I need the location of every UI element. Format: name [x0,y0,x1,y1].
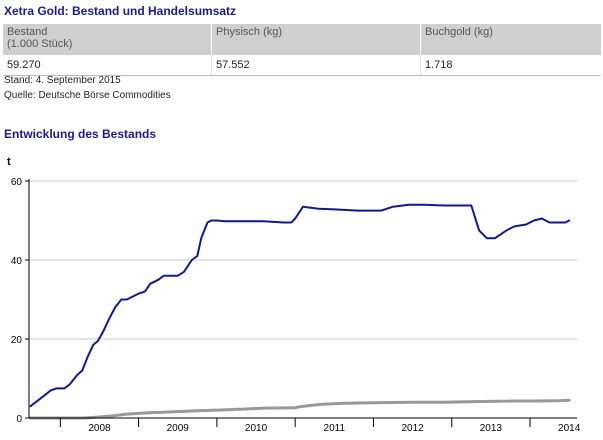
x-tick-label: 2011 [324,423,346,434]
grid-layer [29,180,577,340]
section-title: Entwicklung des Bestands [4,127,157,141]
x-tick-label: 2009 [167,423,190,434]
y-unit-label: t [7,156,11,168]
series-line-1 [29,203,571,408]
y-tick-label: 20 [11,335,23,346]
x-tick-label: 2014 [558,423,581,434]
series-layer [29,203,571,420]
x-tick-label: 2013 [480,423,503,434]
y-tick-label: 0 [16,414,22,425]
table-header-row: Bestand (1.000 Stück) Physisch (kg) Buch… [3,24,601,55]
col-header-bestand-line2: (1.000 Stück) [7,38,73,50]
series-line-2 [29,398,571,420]
col-header-physisch: Physisch (kg) [211,24,421,55]
source-note: Quelle: Deutsche Börse Commodities [4,90,171,101]
stock-table: Bestand (1.000 Stück) Physisch (kg) Buch… [3,24,601,76]
y-tick-label: 40 [11,256,23,267]
cell-buchgold: 1.718 [420,55,601,76]
x-tick-label: 2008 [88,423,111,434]
table-row: 59.270 57.552 1.718 [3,55,601,76]
col-header-bestand: Bestand (1.000 Stück) [3,24,212,55]
cell-physisch: 57.552 [211,55,421,76]
page-title: Xetra Gold: Bestand und Handelsumsatz [4,4,237,18]
x-tick-label: 2010 [245,423,268,434]
y-tick-label: 60 [11,177,23,188]
cell-bestand: 59.270 [3,55,212,76]
col-header-buchgold: Buchgold (kg) [420,24,601,55]
axis-layer [25,179,577,427]
tick-layer: 0 20 40 60 2008 2009 2010 2011 2012 2013 2014 [11,177,581,434]
stand-date: Stand: 4. September 2015 [4,75,121,86]
stock-line-chart: t 0 20 40 60 2008 2009 2010 2011 2012 2013 2014 [7,156,581,434]
x-tick-label: 2012 [401,423,424,434]
col-header-bestand-line1: Bestand [7,26,48,38]
